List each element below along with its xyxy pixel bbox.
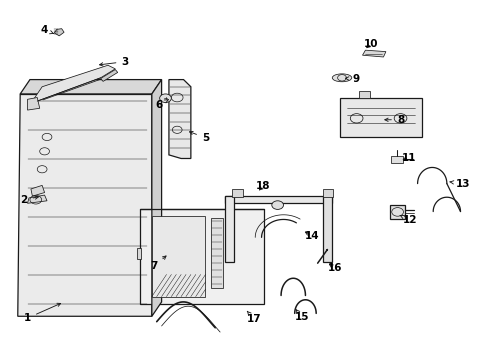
Polygon shape	[390, 156, 402, 163]
Text: 12: 12	[399, 215, 417, 225]
Polygon shape	[358, 91, 369, 98]
Text: 4: 4	[41, 25, 54, 35]
Text: 16: 16	[327, 263, 341, 273]
Polygon shape	[362, 50, 385, 57]
Text: 1: 1	[24, 303, 61, 323]
Text: 6: 6	[155, 100, 168, 110]
Polygon shape	[389, 205, 405, 219]
Ellipse shape	[331, 74, 351, 82]
Polygon shape	[54, 29, 64, 36]
Polygon shape	[152, 216, 205, 297]
Polygon shape	[27, 98, 40, 110]
Text: 11: 11	[401, 153, 416, 163]
Polygon shape	[232, 189, 243, 197]
Polygon shape	[168, 80, 190, 158]
Text: 14: 14	[304, 231, 319, 240]
Text: 9: 9	[345, 74, 359, 84]
Polygon shape	[322, 189, 332, 197]
Text: 15: 15	[294, 309, 308, 322]
Polygon shape	[18, 94, 152, 316]
Text: 8: 8	[384, 115, 404, 125]
Text: 13: 13	[449, 179, 469, 189]
Polygon shape	[211, 218, 222, 288]
Polygon shape	[31, 185, 44, 196]
Polygon shape	[137, 248, 141, 259]
Polygon shape	[27, 195, 47, 203]
Text: 5: 5	[189, 131, 209, 143]
Polygon shape	[140, 209, 264, 304]
Polygon shape	[224, 196, 233, 262]
Polygon shape	[101, 69, 118, 81]
Circle shape	[159, 94, 171, 103]
Polygon shape	[322, 196, 331, 262]
Text: 10: 10	[363, 39, 378, 49]
Polygon shape	[20, 80, 161, 94]
Text: 17: 17	[246, 311, 261, 324]
Polygon shape	[32, 65, 115, 101]
Text: 18: 18	[255, 181, 270, 192]
Text: 2: 2	[20, 195, 39, 205]
Text: 3: 3	[100, 57, 128, 67]
Polygon shape	[339, 98, 422, 137]
Polygon shape	[152, 80, 161, 316]
Polygon shape	[224, 196, 331, 203]
Text: 7: 7	[150, 256, 166, 271]
Circle shape	[271, 201, 283, 210]
